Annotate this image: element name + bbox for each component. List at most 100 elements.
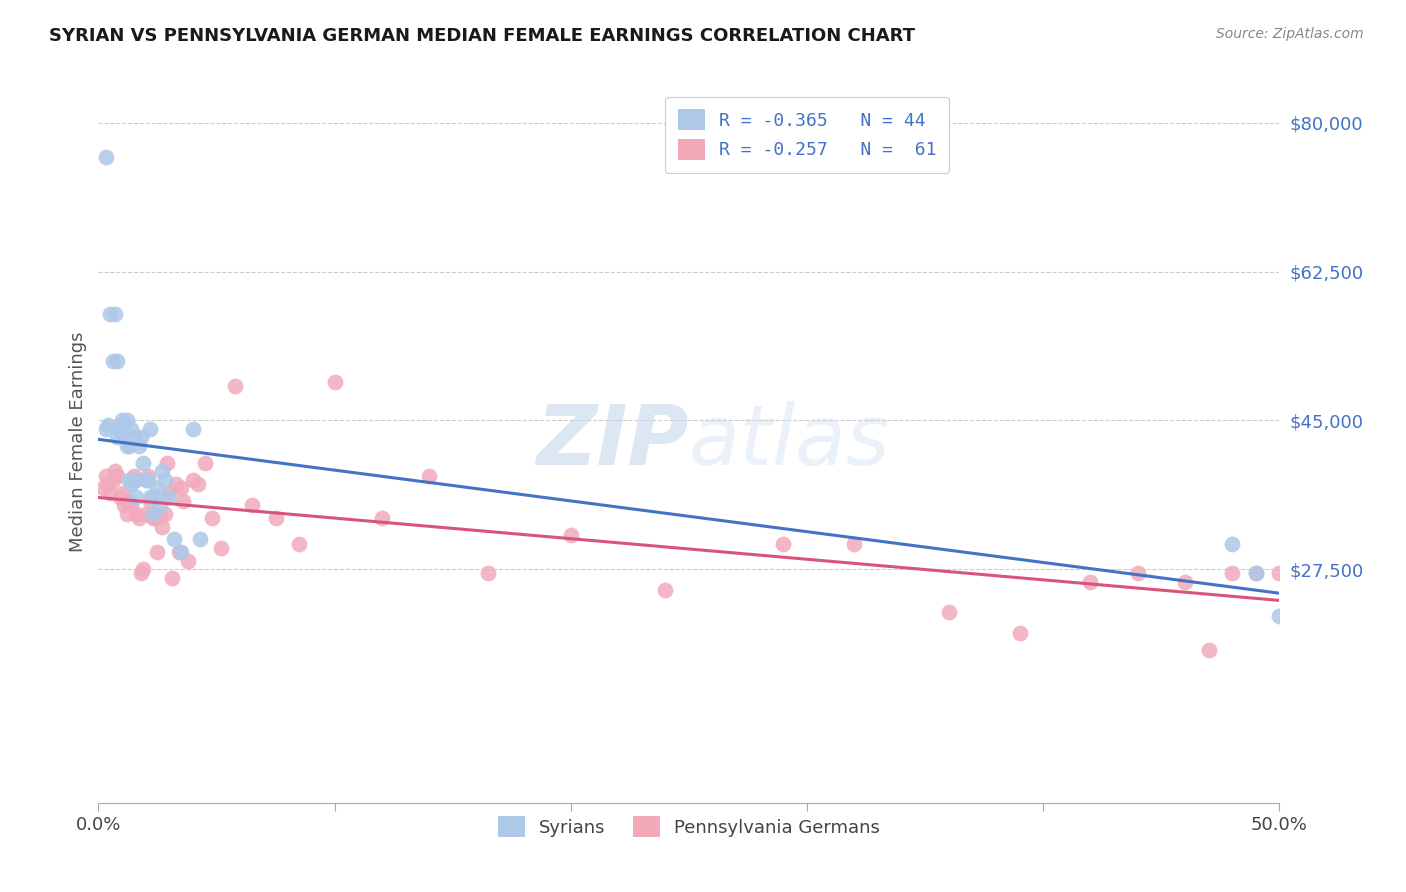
Point	[418, 468, 440, 483]
Point	[288, 536, 311, 550]
Point	[121, 477, 143, 491]
Point	[136, 473, 159, 487]
Point	[118, 473, 141, 487]
Point	[118, 439, 141, 453]
Point	[1244, 566, 1267, 581]
Point	[128, 439, 150, 453]
Point	[129, 430, 152, 444]
Point	[181, 422, 204, 436]
Point	[136, 468, 159, 483]
Point	[477, 566, 499, 581]
Point	[157, 490, 180, 504]
Point	[194, 456, 217, 470]
Point	[128, 511, 150, 525]
Point	[97, 417, 120, 432]
Point	[139, 494, 162, 508]
Point	[149, 507, 172, 521]
Point	[160, 570, 183, 584]
Point	[560, 528, 582, 542]
Point	[188, 533, 211, 547]
Point	[132, 562, 155, 576]
Point	[94, 150, 117, 164]
Point	[146, 545, 169, 559]
Point	[1080, 574, 1102, 589]
Point	[125, 507, 148, 521]
Point	[844, 536, 866, 550]
Point	[371, 511, 394, 525]
Point	[153, 507, 176, 521]
Point	[111, 413, 134, 427]
Point	[156, 456, 179, 470]
Point	[108, 422, 131, 436]
Point	[135, 507, 157, 521]
Text: atlas: atlas	[689, 401, 890, 482]
Point	[209, 541, 232, 555]
Point	[1174, 574, 1197, 589]
Point	[132, 456, 155, 470]
Point	[121, 422, 143, 436]
Point	[125, 473, 148, 487]
Point	[129, 566, 152, 581]
Point	[115, 507, 138, 521]
Point	[150, 464, 173, 478]
Point	[105, 430, 128, 444]
Point	[122, 430, 145, 444]
Point	[122, 468, 145, 483]
Point	[142, 507, 165, 521]
Point	[139, 422, 162, 436]
Point	[1244, 566, 1267, 581]
Point	[112, 498, 135, 512]
Point	[264, 511, 287, 525]
Point	[121, 498, 143, 512]
Point	[142, 511, 165, 525]
Text: SYRIAN VS PENNSYLVANIA GERMAN MEDIAN FEMALE EARNINGS CORRELATION CHART: SYRIAN VS PENNSYLVANIA GERMAN MEDIAN FEM…	[49, 27, 915, 45]
Point	[94, 468, 117, 483]
Point	[101, 353, 124, 368]
Point	[118, 494, 141, 508]
Point	[165, 477, 187, 491]
Point	[1008, 625, 1031, 640]
Point	[167, 545, 190, 559]
Point	[201, 511, 224, 525]
Point	[177, 553, 200, 567]
Point	[98, 307, 121, 321]
Text: ZIP: ZIP	[536, 401, 689, 482]
Point	[91, 481, 114, 495]
Point	[97, 477, 120, 491]
Point	[150, 519, 173, 533]
Point	[163, 533, 186, 547]
Point	[125, 490, 148, 504]
Point	[157, 485, 180, 500]
Point	[135, 473, 157, 487]
Point	[104, 464, 127, 478]
Point	[240, 498, 263, 512]
Point	[172, 494, 194, 508]
Point	[105, 353, 128, 368]
Y-axis label: Median Female Earnings: Median Female Earnings	[69, 331, 87, 552]
Point	[654, 583, 676, 598]
Point	[224, 379, 246, 393]
Point	[98, 485, 121, 500]
Legend: Syrians, Pennsylvania Germans: Syrians, Pennsylvania Germans	[491, 809, 887, 845]
Point	[1198, 642, 1220, 657]
Point	[115, 413, 138, 427]
Point	[1268, 566, 1291, 581]
Point	[170, 481, 193, 495]
Point	[122, 473, 145, 487]
Point	[108, 490, 131, 504]
Point	[139, 490, 162, 504]
Point	[153, 473, 176, 487]
Point	[170, 545, 193, 559]
Point	[143, 490, 166, 504]
Point	[181, 473, 204, 487]
Point	[149, 498, 172, 512]
Point	[187, 477, 209, 491]
Point	[1268, 608, 1291, 623]
Point	[1220, 536, 1243, 550]
Point	[1220, 566, 1243, 581]
Point	[112, 417, 135, 432]
Point	[104, 307, 127, 321]
Point	[101, 473, 124, 487]
Point	[105, 468, 128, 483]
Text: Source: ZipAtlas.com: Source: ZipAtlas.com	[1216, 27, 1364, 41]
